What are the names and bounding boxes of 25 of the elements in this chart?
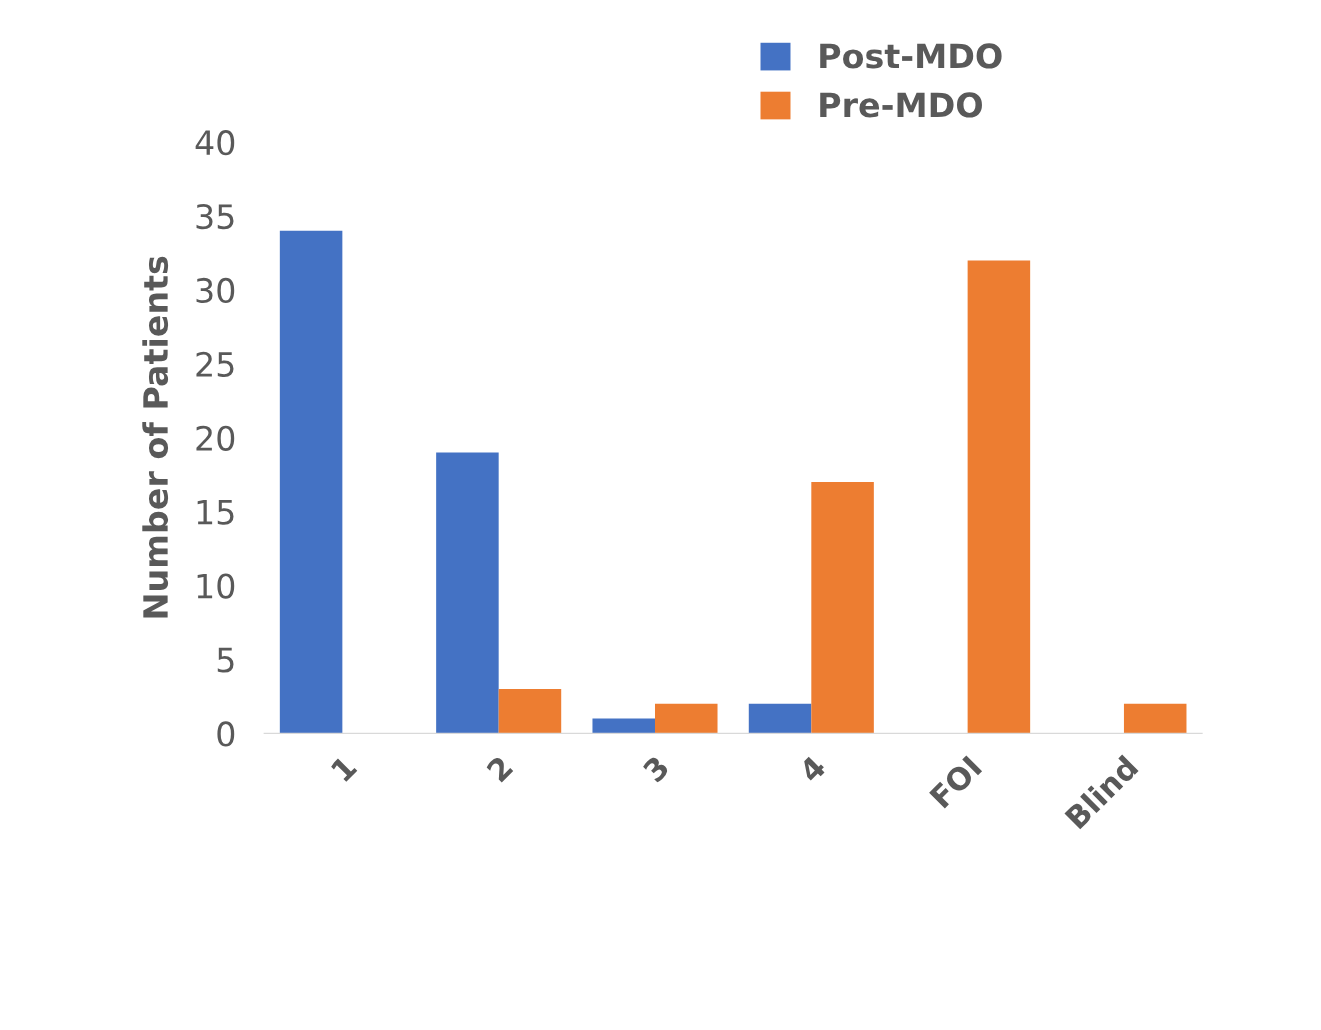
bar <box>436 452 499 734</box>
x-tick-label: 3 <box>641 754 670 784</box>
bar <box>748 703 812 734</box>
x-tick-label: 2 <box>485 755 514 783</box>
y-tick-label: 35 <box>196 203 234 230</box>
x-tick-label: 1 <box>330 754 358 782</box>
x-tick-label: 4 <box>797 754 827 784</box>
bar <box>967 260 1031 734</box>
y-tick-label: 0 <box>217 721 235 747</box>
bar <box>811 482 874 734</box>
legend-label: Post-MDO <box>820 43 1002 69</box>
y-tick-label: 10 <box>197 573 235 599</box>
bar <box>498 689 562 734</box>
y-axis-title: Number of Patients <box>142 256 169 618</box>
y-tick-label: 15 <box>197 500 234 525</box>
bar <box>1123 703 1187 734</box>
bar <box>279 230 343 734</box>
y-tick-label: 30 <box>196 277 235 304</box>
bar <box>655 703 718 734</box>
y-tick-label: 5 <box>217 647 234 673</box>
y-tick-label: 25 <box>196 351 234 377</box>
legend-label: Pre-MDO <box>820 92 982 118</box>
y-tick-label: 40 <box>195 130 235 156</box>
y-tick-label: 20 <box>196 425 235 451</box>
bar <box>592 718 655 734</box>
